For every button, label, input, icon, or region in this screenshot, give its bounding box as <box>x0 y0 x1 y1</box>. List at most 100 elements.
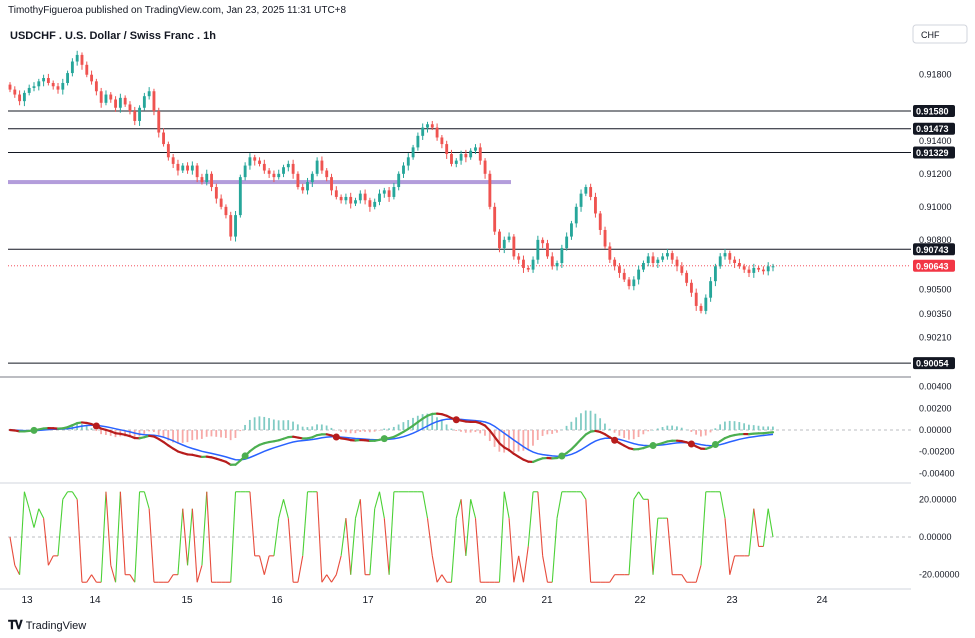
macd-cross-dot <box>711 440 719 448</box>
macd-histogram-bar <box>671 425 674 430</box>
osc-line-segment <box>724 518 731 575</box>
candle <box>200 177 204 183</box>
macd-histogram-bar <box>407 419 410 430</box>
candle <box>589 187 593 197</box>
osc-line-segment <box>503 491 510 519</box>
macd-histogram-bar <box>628 430 630 440</box>
candle <box>665 253 669 257</box>
candle <box>565 236 569 249</box>
osc-line-segment <box>719 491 726 519</box>
osc-line-segment <box>498 491 505 583</box>
osc-line-segment <box>513 555 520 583</box>
osc-line-segment <box>537 491 544 556</box>
macd-histogram-bar <box>455 430 458 431</box>
osc-line-segment <box>302 491 309 556</box>
candle <box>469 150 473 158</box>
macd-histogram-bar <box>772 426 774 430</box>
currency-badge[interactable] <box>912 24 968 44</box>
level-tag-label: 0.90743 <box>916 245 949 255</box>
macd-cross-dot <box>558 452 566 460</box>
macd-histogram-bar <box>143 430 146 434</box>
osc-line-segment <box>748 508 755 556</box>
macd-histogram-bar <box>498 430 501 452</box>
candle <box>584 187 588 194</box>
macd-cross-dot <box>380 435 388 443</box>
osc-line-segment <box>374 491 381 509</box>
macd-histogram-bar <box>704 430 707 436</box>
candle <box>234 215 237 237</box>
osc-line-segment <box>455 499 462 519</box>
osc-line-segment <box>465 499 472 556</box>
macd-histogram-bar <box>536 430 539 440</box>
candle <box>522 259 525 268</box>
macd-histogram-bar <box>368 430 371 433</box>
candle <box>464 154 468 158</box>
candle <box>238 177 242 216</box>
macd-histogram-bar <box>196 430 198 440</box>
osc-line-segment <box>474 518 481 583</box>
osc-line-segment <box>167 574 174 583</box>
macd-histogram-bar <box>109 430 112 436</box>
candle <box>190 165 194 171</box>
macd-histogram-bar <box>397 424 400 430</box>
candle <box>454 160 458 164</box>
candle <box>594 196 597 214</box>
footer: 𝐓𝐕 TradingView <box>8 618 86 633</box>
candle <box>42 78 46 82</box>
candle <box>128 104 132 112</box>
osc-line-segment <box>187 508 193 566</box>
candle <box>330 177 333 191</box>
macd-histogram-bar <box>584 410 587 430</box>
osc-line-segment <box>331 574 337 583</box>
macd-histogram-bar <box>287 420 290 430</box>
osc-line-segment <box>76 499 83 583</box>
candle <box>320 160 324 171</box>
level-tag <box>913 105 955 118</box>
macd-histogram-bar <box>436 417 438 430</box>
macd-histogram-bar <box>512 430 515 453</box>
candle <box>411 147 415 158</box>
osc-line-segment <box>695 565 702 583</box>
candle <box>13 89 17 95</box>
macd-tick: 0.00400 <box>919 382 952 392</box>
macd-histogram-bar <box>282 420 285 430</box>
candle <box>210 173 213 188</box>
macd-histogram-bar <box>412 417 414 430</box>
candle <box>51 82 55 87</box>
macd-histogram-bar <box>157 430 160 435</box>
macd-histogram-bar <box>623 430 626 439</box>
candle <box>512 236 516 257</box>
candle <box>282 167 285 174</box>
candle <box>114 99 118 108</box>
candle <box>642 263 645 270</box>
candle <box>325 170 329 178</box>
candle <box>761 269 765 272</box>
candle <box>699 305 703 311</box>
macd-histogram-bar <box>565 425 568 430</box>
candle <box>603 229 607 247</box>
candle <box>253 157 257 161</box>
macd-histogram-bar <box>248 419 251 430</box>
level-tag-label: 0.91329 <box>916 148 949 158</box>
macd-histogram-bar <box>661 427 664 430</box>
candle <box>757 267 761 270</box>
candle <box>368 200 372 207</box>
candle <box>440 137 444 145</box>
osc-line-segment <box>681 574 688 583</box>
macd-line-segment <box>493 435 501 445</box>
osc-line-segment <box>143 491 150 509</box>
macd-histogram-bar <box>445 424 448 430</box>
macd-histogram-bar <box>200 430 203 439</box>
candle <box>85 64 89 75</box>
candle <box>46 78 50 83</box>
macd-cross-dot <box>452 416 460 424</box>
macd-tick: -0.00200 <box>919 447 955 457</box>
macd-histogram-bar <box>479 430 482 434</box>
osc-line-segment <box>350 518 357 575</box>
current-price-tag <box>913 259 955 272</box>
candle <box>138 107 141 121</box>
candle <box>152 91 156 112</box>
candle <box>483 160 487 174</box>
candle <box>382 190 386 194</box>
